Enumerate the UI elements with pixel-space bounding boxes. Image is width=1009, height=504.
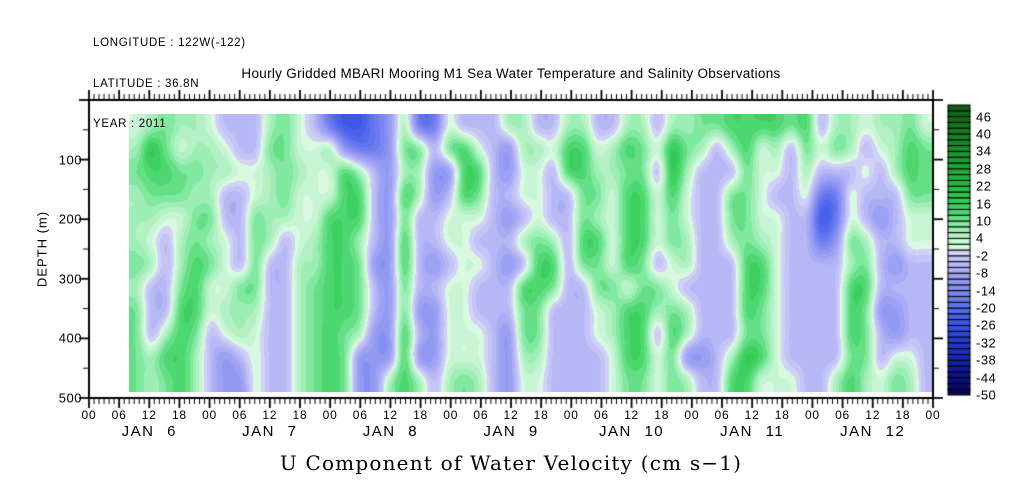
x-hour-tick-label: 06 (352, 408, 368, 422)
colorbar-tick-label: -38 (976, 352, 997, 368)
x-hour-tick-label: 12 (503, 408, 519, 422)
x-hour-tick-label: 00 (322, 408, 338, 422)
colorbar-tick-label: -26 (976, 317, 997, 333)
x-hour-tick-label: 18 (413, 408, 429, 422)
x-hour-tick-label: 18 (292, 408, 308, 422)
colorbar-tick-label: 40 (976, 126, 992, 142)
x-day-label: JAN 11 (720, 423, 785, 440)
x-hour-tick-label: 00 (684, 408, 700, 422)
year-label: YEAR : 2011 (93, 118, 167, 130)
x-hour-tick-label: 12 (141, 408, 157, 422)
x-hour-tick-label: 06 (473, 408, 489, 422)
x-hour-tick-label: 18 (774, 408, 790, 422)
x-hour-tick-label: 12 (382, 408, 398, 422)
colorbar-tick-label: 16 (976, 196, 992, 212)
x-day-label: JAN 8 (362, 423, 419, 440)
x-day-label: JAN 9 (483, 423, 539, 440)
x-hour-tick-label: 06 (835, 408, 851, 422)
colorbar-tick-label: 46 (976, 109, 992, 125)
colorbar-tick-label: 22 (976, 178, 992, 194)
x-hour-tick-label: 12 (262, 408, 278, 422)
x-hour-tick-label: 18 (171, 408, 187, 422)
colorbar-tick-label: -2 (976, 248, 989, 264)
latitude-label: LATITUDE : 36.8N (93, 77, 200, 90)
x-hour-tick-label: 12 (624, 408, 640, 422)
x-hour-tick-label: 00 (925, 408, 941, 422)
x-day-label: JAN 12 (840, 423, 906, 440)
x-hour-tick-label: 00 (202, 408, 218, 422)
colorbar-tick-label: -14 (976, 283, 997, 299)
plot-title: Hourly Gridded MBARI Mooring M1 Sea Wate… (241, 66, 781, 81)
y-depth-tick-label: 300 (58, 271, 82, 287)
x-day-label: JAN 10 (598, 423, 665, 440)
x-hour-tick-label: 18 (895, 408, 911, 422)
colorbar-tick-label: 28 (976, 161, 992, 177)
colorbar-tick-label: -8 (976, 265, 989, 281)
colorbar-tick-label: -32 (976, 335, 997, 351)
y-depth-tick-label: 200 (58, 211, 82, 227)
x-hour-tick-label: 18 (533, 408, 549, 422)
x-hour-tick-label: 06 (714, 408, 730, 422)
x-axis-title: U Component of Water Velocity (cm s−1) (279, 451, 743, 475)
x-day-label: JAN 6 (121, 423, 177, 440)
y-depth-tick-label: 100 (58, 152, 82, 168)
x-hour-tick-label: 18 (654, 408, 670, 422)
x-hour-tick-label: 06 (232, 408, 248, 422)
x-hour-tick-label: 00 (563, 408, 579, 422)
colorbar-tick-label: 4 (976, 230, 984, 246)
colorbar-tick-label: -44 (976, 370, 997, 386)
x-hour-tick-label: 06 (111, 408, 127, 422)
x-hour-tick-label: 12 (865, 408, 881, 422)
metadata-header: LONGITUDE : 122W(-122) LATITUDE : 36.8N … (93, 10, 246, 145)
x-day-label: JAN 7 (242, 423, 298, 440)
x-hour-tick-label: 00 (443, 408, 459, 422)
longitude-label: LONGITUDE : 122W(-122) (93, 37, 246, 49)
colorbar-tick-label: 10 (976, 213, 992, 229)
x-hour-tick-label: 00 (81, 408, 97, 422)
y-depth-tick-label: 500 (58, 390, 82, 406)
x-hour-tick-label: 06 (593, 408, 609, 422)
colorbar-tick-label: 34 (976, 143, 992, 159)
x-hour-tick-label: 12 (744, 408, 760, 422)
y-depth-tick-label: 400 (58, 330, 82, 346)
colorbar-tick-label: -50 (976, 387, 997, 403)
x-hour-tick-label: 00 (804, 408, 820, 422)
colorbar-tick-label: -20 (976, 300, 997, 316)
